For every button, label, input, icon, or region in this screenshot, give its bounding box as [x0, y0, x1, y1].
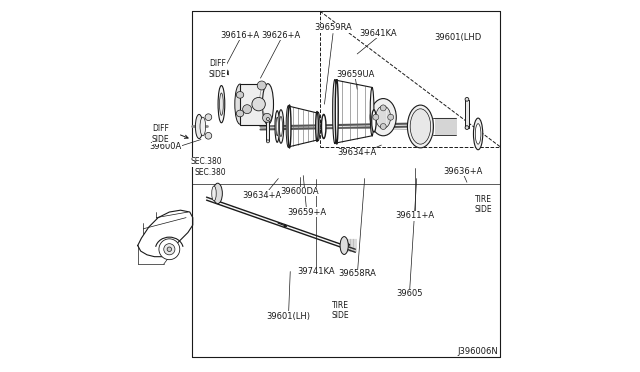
Ellipse shape	[280, 116, 282, 137]
Text: 39741KA: 39741KA	[298, 267, 335, 276]
Ellipse shape	[476, 124, 481, 144]
Ellipse shape	[236, 92, 244, 98]
Ellipse shape	[212, 186, 216, 201]
Ellipse shape	[410, 109, 431, 144]
Ellipse shape	[262, 84, 273, 125]
Text: 39659RA: 39659RA	[314, 23, 352, 32]
Text: SEC.380: SEC.380	[191, 157, 222, 166]
Ellipse shape	[335, 79, 338, 144]
Ellipse shape	[370, 99, 396, 136]
Ellipse shape	[288, 105, 291, 148]
Ellipse shape	[316, 112, 318, 141]
Ellipse shape	[235, 84, 245, 124]
Text: SEC.380: SEC.380	[195, 169, 226, 177]
Circle shape	[159, 239, 180, 260]
Ellipse shape	[408, 105, 433, 148]
Text: 39611+A: 39611+A	[396, 211, 435, 220]
Ellipse shape	[266, 140, 269, 143]
Ellipse shape	[465, 126, 468, 129]
Ellipse shape	[220, 93, 223, 115]
Text: DIFF
SIDE: DIFF SIDE	[152, 124, 170, 144]
Ellipse shape	[286, 106, 291, 147]
Circle shape	[252, 97, 266, 111]
Ellipse shape	[200, 117, 205, 136]
Text: 39634+A: 39634+A	[337, 148, 377, 157]
Ellipse shape	[316, 112, 320, 141]
Ellipse shape	[236, 110, 244, 117]
Text: TIRE
SIDE: TIRE SIDE	[475, 195, 493, 214]
Text: 39600DA: 39600DA	[280, 187, 319, 196]
Ellipse shape	[278, 110, 284, 143]
Text: 39616+A: 39616+A	[220, 31, 260, 40]
Text: 39636+A: 39636+A	[444, 167, 483, 176]
Circle shape	[257, 81, 266, 90]
Ellipse shape	[321, 114, 326, 138]
Ellipse shape	[213, 183, 222, 203]
Text: 39658RA: 39658RA	[339, 269, 376, 278]
Text: 39626+A: 39626+A	[261, 31, 301, 40]
Text: TIRE
SIDE: TIRE SIDE	[332, 301, 349, 320]
Circle shape	[373, 114, 379, 120]
Ellipse shape	[333, 80, 337, 144]
Text: 39634+A: 39634+A	[243, 191, 282, 200]
Circle shape	[167, 247, 172, 251]
Bar	[465, 100, 468, 128]
Bar	[266, 119, 269, 141]
Ellipse shape	[376, 106, 390, 128]
Ellipse shape	[474, 118, 483, 150]
Ellipse shape	[275, 111, 280, 142]
Text: DIFF
SIDE: DIFF SIDE	[209, 59, 227, 78]
Ellipse shape	[276, 117, 278, 136]
Circle shape	[388, 114, 394, 120]
Ellipse shape	[218, 86, 225, 123]
Text: 39641KA: 39641KA	[359, 29, 396, 38]
Ellipse shape	[195, 114, 203, 138]
Text: 39601(LHD: 39601(LHD	[434, 33, 481, 42]
Ellipse shape	[340, 237, 348, 254]
Ellipse shape	[205, 132, 212, 139]
Circle shape	[380, 105, 386, 111]
Text: 39605: 39605	[396, 289, 422, 298]
Text: 39659+A: 39659+A	[287, 208, 326, 217]
Ellipse shape	[465, 97, 468, 101]
Ellipse shape	[372, 110, 376, 132]
Circle shape	[243, 105, 252, 113]
Ellipse shape	[205, 114, 212, 121]
Text: J396006N: J396006N	[458, 347, 499, 356]
Ellipse shape	[266, 118, 269, 121]
Text: 39601(LH): 39601(LH)	[266, 312, 310, 321]
Text: 39659UA: 39659UA	[336, 70, 374, 79]
Text: 39600A: 39600A	[150, 142, 182, 151]
Ellipse shape	[370, 87, 374, 136]
Bar	[240, 84, 268, 125]
Circle shape	[380, 124, 386, 129]
Circle shape	[164, 244, 175, 255]
Circle shape	[262, 113, 271, 122]
